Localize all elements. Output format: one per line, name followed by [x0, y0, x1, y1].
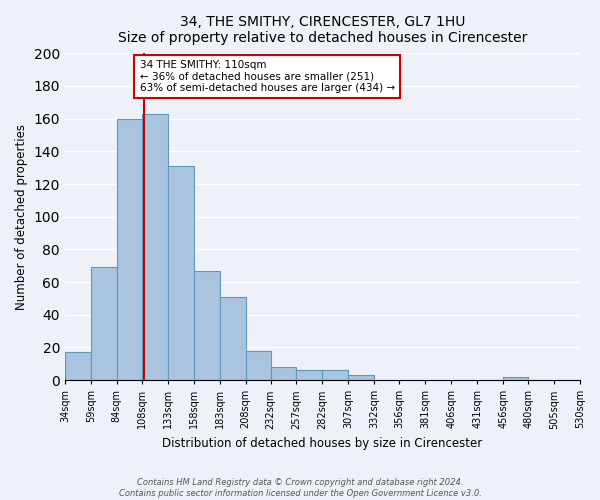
- Title: 34, THE SMITHY, CIRENCESTER, GL7 1HU
Size of property relative to detached house: 34, THE SMITHY, CIRENCESTER, GL7 1HU Siz…: [118, 15, 527, 45]
- Bar: [65, 352, 91, 380]
- Bar: [271, 367, 296, 380]
- Bar: [194, 270, 220, 380]
- Bar: [91, 268, 117, 380]
- Bar: [142, 114, 168, 380]
- Text: 34 THE SMITHY: 110sqm
← 36% of detached houses are smaller (251)
63% of semi-det: 34 THE SMITHY: 110sqm ← 36% of detached …: [140, 60, 395, 93]
- Y-axis label: Number of detached properties: Number of detached properties: [15, 124, 28, 310]
- Bar: [296, 370, 322, 380]
- Bar: [220, 297, 245, 380]
- X-axis label: Distribution of detached houses by size in Cirencester: Distribution of detached houses by size …: [163, 437, 482, 450]
- Bar: [117, 118, 142, 380]
- Bar: [245, 350, 271, 380]
- Text: Contains HM Land Registry data © Crown copyright and database right 2024.
Contai: Contains HM Land Registry data © Crown c…: [119, 478, 481, 498]
- Bar: [322, 370, 349, 380]
- Bar: [349, 375, 374, 380]
- Bar: [503, 377, 528, 380]
- Bar: [168, 166, 194, 380]
